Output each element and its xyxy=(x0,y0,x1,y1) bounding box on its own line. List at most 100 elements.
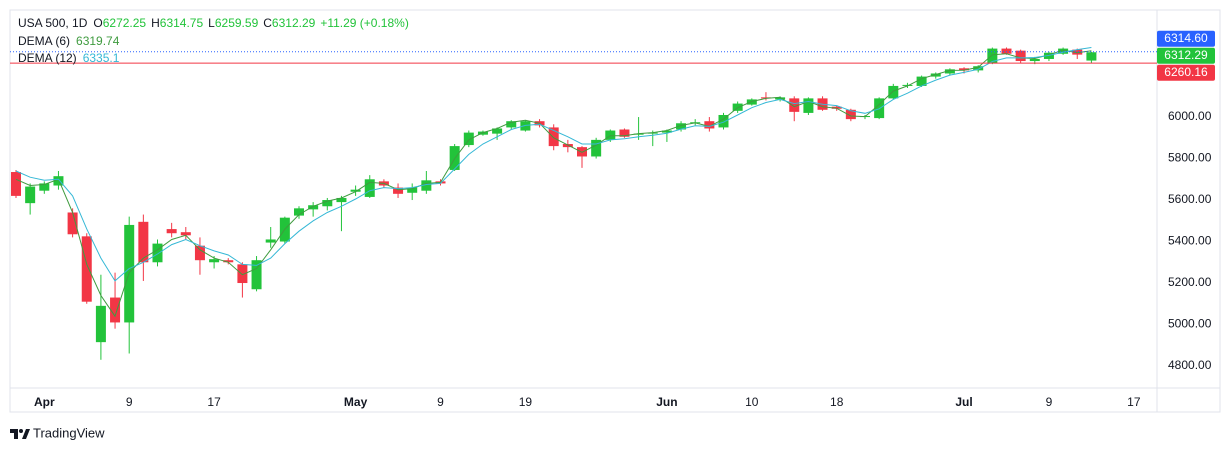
header-text: L xyxy=(208,16,215,30)
logo-mark xyxy=(19,429,23,433)
header-text: 6272.25 xyxy=(103,16,147,30)
price-label-box xyxy=(1157,30,1215,47)
x-tick-label: Jul xyxy=(955,395,972,409)
candle-body xyxy=(492,128,503,134)
y-tick-label: 4800.00 xyxy=(1168,358,1212,372)
candle-body xyxy=(718,114,729,128)
legend-name: DEMA (6) xyxy=(18,34,70,48)
x-tick-label: 17 xyxy=(1127,395,1141,409)
legend-name: DEMA (12) xyxy=(18,51,77,65)
candle-body xyxy=(916,76,927,86)
candle-body xyxy=(944,69,955,74)
candle-body xyxy=(633,133,644,135)
x-tick-label: 18 xyxy=(830,395,844,409)
candle-body xyxy=(704,121,715,129)
legend-value: 6335.1 xyxy=(83,51,120,65)
candle-body xyxy=(138,221,149,263)
candle-body xyxy=(308,205,319,210)
candle-body xyxy=(322,200,333,207)
candle-body xyxy=(336,197,347,203)
candle-body xyxy=(407,187,418,193)
candle-body xyxy=(81,236,92,302)
candle-body xyxy=(845,109,856,120)
y-tick-label: 5800.00 xyxy=(1168,151,1212,165)
candle-body xyxy=(803,98,814,113)
y-tick-label: 5000.00 xyxy=(1168,317,1212,331)
x-tick-label: 9 xyxy=(1046,395,1053,409)
candle-body xyxy=(95,305,106,343)
candle-body xyxy=(548,127,559,147)
logo-mark xyxy=(10,429,18,439)
candle-body xyxy=(973,66,984,71)
x-tick-label: 17 xyxy=(207,395,221,409)
brand-name: TradingView xyxy=(33,425,105,440)
candle-body xyxy=(930,73,941,77)
price-label: 6312.29 xyxy=(1164,48,1208,62)
y-tick-label: 6000.00 xyxy=(1168,109,1212,123)
y-tick-label: 5200.00 xyxy=(1168,275,1212,289)
candle-body xyxy=(775,97,786,100)
candle-body xyxy=(265,239,276,243)
header-text: USA 500, 1D xyxy=(18,16,88,30)
candle-body xyxy=(760,97,771,99)
candle-body xyxy=(223,260,234,263)
header-text: 6259.59 xyxy=(215,16,259,30)
header-text: +11.29 (+0.18%) xyxy=(320,16,409,30)
indicator-line xyxy=(15,47,1092,282)
candle-body xyxy=(110,297,121,323)
header-text: 6312.29 xyxy=(272,16,316,30)
candle-body xyxy=(591,139,602,157)
candle-body xyxy=(506,121,517,128)
candle-body xyxy=(194,245,205,261)
candle-body xyxy=(350,189,361,192)
x-tick-label: 9 xyxy=(437,395,444,409)
candle-body xyxy=(53,176,64,186)
x-tick-label: 10 xyxy=(745,395,759,409)
candle-body xyxy=(1015,50,1026,62)
candle-body xyxy=(393,187,404,194)
plot-area xyxy=(11,47,1097,360)
candle-body xyxy=(67,212,78,235)
candle-body xyxy=(987,48,998,64)
candle-body xyxy=(1029,58,1040,62)
candle-body xyxy=(676,123,687,130)
candle-body xyxy=(209,259,220,263)
price-label-box xyxy=(1157,64,1215,81)
candle-body xyxy=(152,243,163,263)
header-text: H xyxy=(151,16,160,30)
price-label: 6260.16 xyxy=(1164,65,1208,79)
candle-body xyxy=(11,172,21,196)
candle-body xyxy=(1058,48,1069,54)
candle-body xyxy=(1072,49,1083,55)
x-tick-label: Jun xyxy=(656,395,677,409)
candle-body xyxy=(463,132,474,146)
candle-body xyxy=(237,264,248,284)
candle-body xyxy=(888,85,899,99)
candle-body xyxy=(1001,48,1012,54)
overlay xyxy=(10,51,1157,64)
candle-body xyxy=(39,183,50,191)
x-tick-label: 19 xyxy=(519,395,533,409)
candle-body xyxy=(619,129,630,137)
candle-body xyxy=(166,229,177,234)
price-label-box xyxy=(1157,47,1215,64)
candle-body xyxy=(1086,52,1097,61)
logo-mark xyxy=(22,429,30,439)
legend-value: 6319.74 xyxy=(76,34,120,48)
header-text: O xyxy=(93,16,102,30)
x-tick-label: Apr xyxy=(34,395,55,409)
chart-frame xyxy=(9,9,1221,413)
candle-body xyxy=(661,130,672,133)
candle-body xyxy=(364,179,375,197)
header-text: C xyxy=(263,16,272,30)
candle-body xyxy=(180,232,191,236)
candle-body xyxy=(647,132,658,134)
brand-logo xyxy=(10,429,30,439)
candle-body xyxy=(25,186,36,204)
price-label: 6314.60 xyxy=(1164,31,1208,45)
indicator-line xyxy=(15,49,1092,318)
candle-body xyxy=(421,180,432,191)
y-tick-label: 5400.00 xyxy=(1168,234,1212,248)
candle-body xyxy=(831,106,842,109)
